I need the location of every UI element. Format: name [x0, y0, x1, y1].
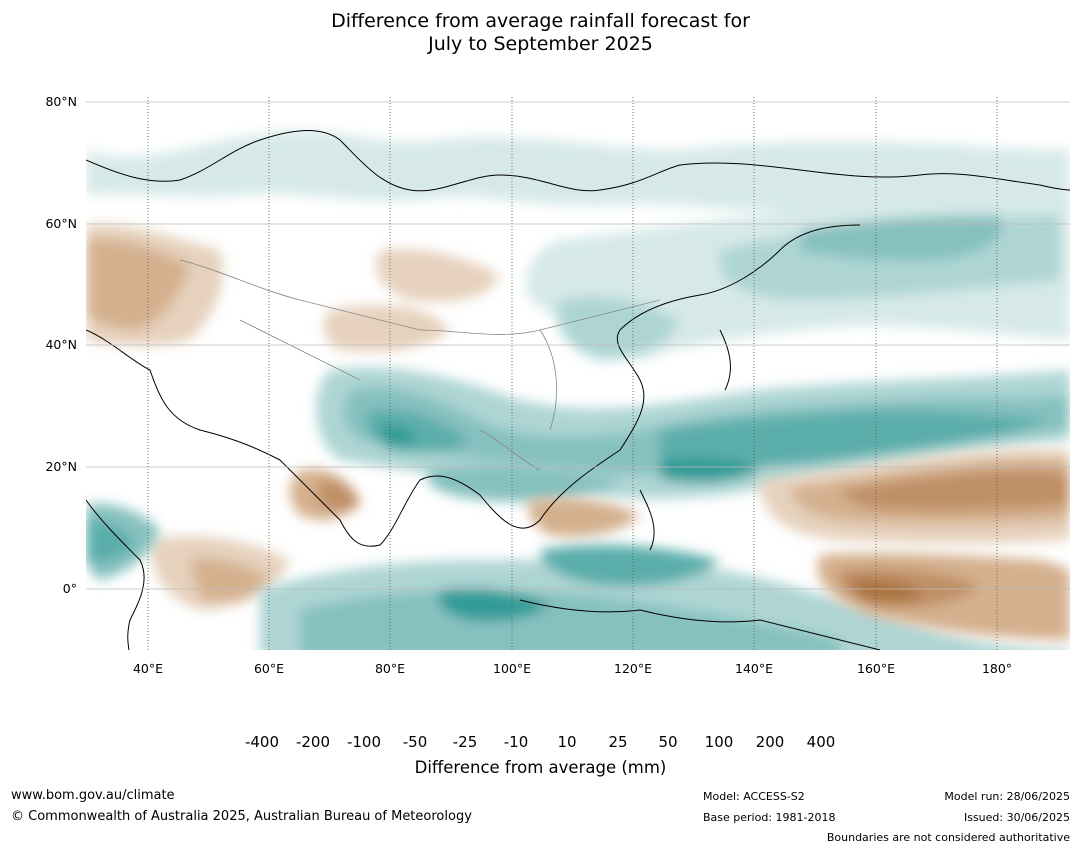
- colorbar-tick: -200: [295, 733, 331, 751]
- colorbar-tick: -50: [402, 733, 428, 751]
- colorbar-tick: -10: [503, 733, 529, 751]
- map-title: Difference from average rainfall forecas…: [0, 10, 1081, 56]
- colorbar-tick: -25: [452, 733, 478, 751]
- model-run-date: Model run: 28/06/2025: [944, 790, 1070, 803]
- lon-label: 140°E: [734, 661, 774, 676]
- lat-label: 40°N: [45, 337, 77, 352]
- title-line-1: Difference from average rainfall forecas…: [331, 10, 750, 32]
- lon-label: 100°E: [492, 661, 532, 676]
- rainfall-map: [86, 97, 1070, 650]
- colorbar-tick: 50: [658, 733, 678, 751]
- lon-label: 60°E: [253, 661, 285, 676]
- longitude-gridlines: [147, 97, 998, 650]
- colorbar-tick: -100: [346, 733, 382, 751]
- lat-label: 20°N: [45, 459, 77, 474]
- colorbar-tick: -400: [244, 733, 280, 751]
- lon-label: 40°E: [132, 661, 164, 676]
- lon-label: 80°E: [374, 661, 406, 676]
- copyright-text: © Commonwealth of Australia 2025, Austra…: [11, 809, 472, 824]
- title-line-2: July to September 2025: [428, 33, 653, 55]
- colorbar-tick: 200: [755, 733, 785, 751]
- lon-label: 180°: [981, 661, 1013, 676]
- lat-label: 80°N: [45, 94, 77, 109]
- anomaly-contours: [86, 97, 1070, 650]
- colorbar-tick: 10: [557, 733, 577, 751]
- coastlines: [86, 130, 1070, 650]
- boundary-disclaimer: Boundaries are not considered authoritat…: [826, 831, 1070, 844]
- latitude-gridlines: [86, 101, 1070, 590]
- model-name: Model: ACCESS-S2: [703, 790, 805, 803]
- colorbar-tick: 100: [704, 733, 734, 751]
- colorbar-label: Difference from average (mm): [414, 758, 667, 777]
- base-period: Base period: 1981-2018: [703, 811, 836, 824]
- lon-label: 160°E: [856, 661, 896, 676]
- lat-label: 60°N: [45, 216, 77, 231]
- lat-label: 0°: [62, 581, 77, 596]
- website-link[interactable]: www.bom.gov.au/climate: [11, 788, 175, 803]
- lon-label: 120°E: [613, 661, 653, 676]
- colorbar-tick: 400: [806, 733, 836, 751]
- colorbar-tick: 25: [608, 733, 628, 751]
- issued-date: Issued: 30/06/2025: [963, 811, 1070, 824]
